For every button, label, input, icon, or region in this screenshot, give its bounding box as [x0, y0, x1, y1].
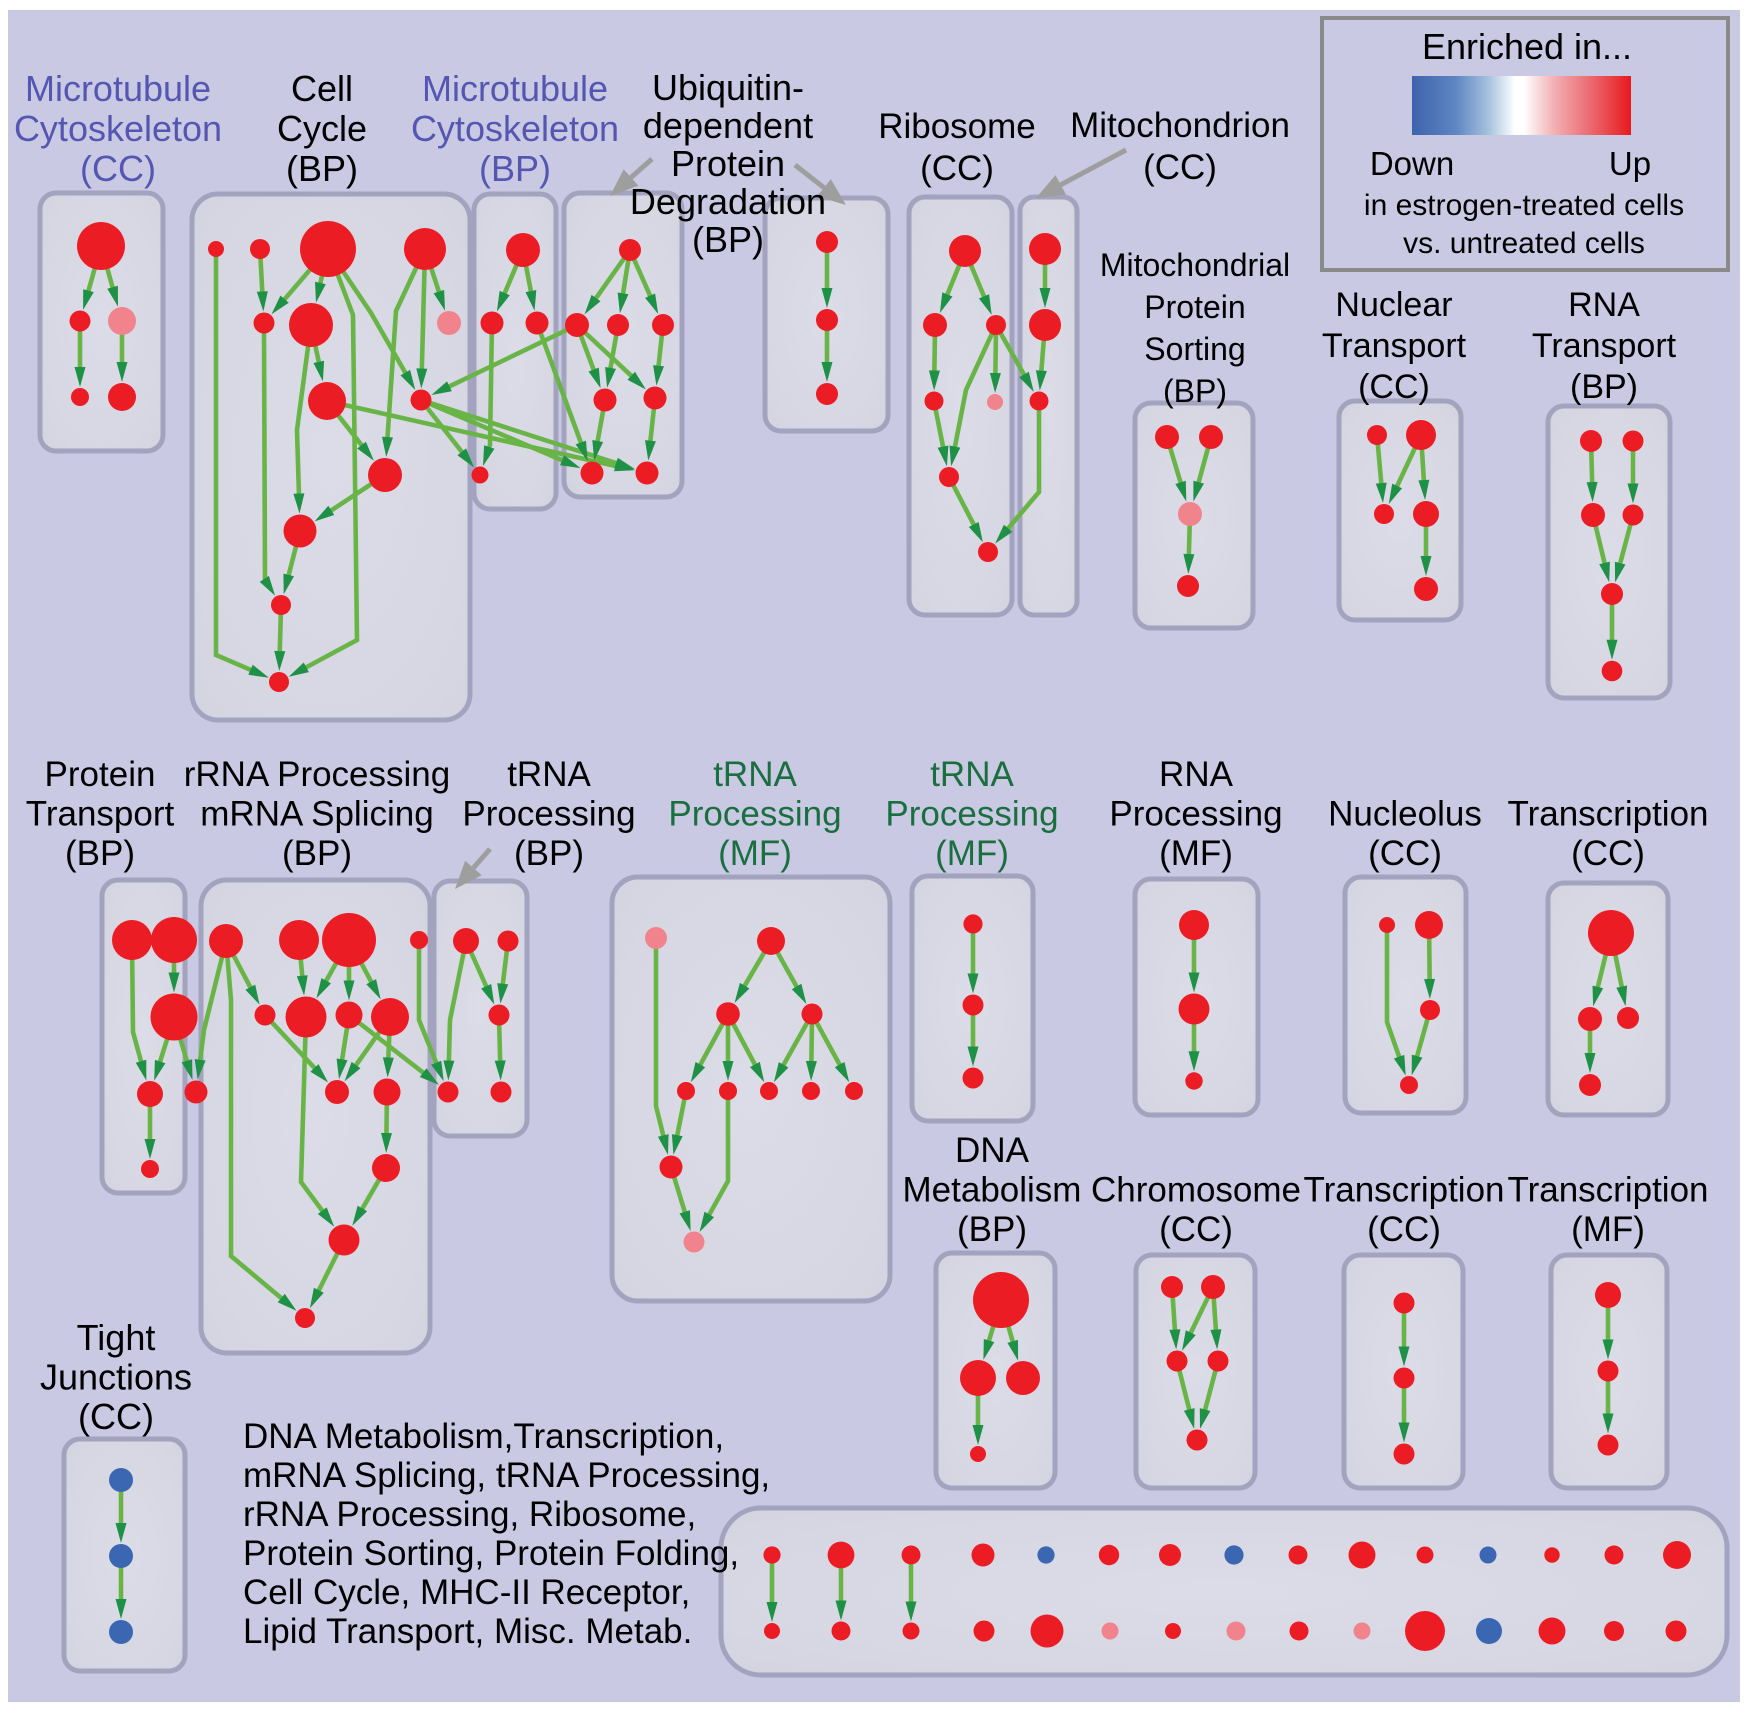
- svg-text:Ubiquitin-: Ubiquitin-: [652, 67, 804, 108]
- svg-text:Transport: Transport: [1532, 327, 1677, 365]
- svg-text:tRNA: tRNA: [713, 755, 797, 794]
- svg-text:Mitochondrion: Mitochondrion: [1070, 106, 1290, 145]
- svg-text:Down: Down: [1370, 145, 1454, 182]
- svg-text:DNA Metabolism,Transcription,: DNA Metabolism,Transcription,: [243, 1417, 724, 1456]
- svg-text:Cell: Cell: [291, 68, 353, 109]
- svg-text:(CC): (CC): [1571, 834, 1645, 873]
- svg-text:(CC): (CC): [920, 149, 994, 188]
- svg-text:Transcription: Transcription: [1508, 795, 1709, 834]
- svg-text:Transcription: Transcription: [1508, 1171, 1709, 1210]
- svg-text:Up: Up: [1609, 145, 1651, 182]
- svg-text:Microtubule: Microtubule: [25, 68, 211, 109]
- svg-text:(BP): (BP): [514, 834, 584, 873]
- svg-text:Tight: Tight: [77, 1317, 156, 1358]
- svg-text:(BP): (BP): [692, 219, 764, 260]
- svg-text:Ribosome: Ribosome: [878, 107, 1036, 146]
- svg-text:tRNA: tRNA: [507, 755, 591, 794]
- svg-text:(MF): (MF): [718, 834, 792, 873]
- svg-text:(CC): (CC): [1159, 1210, 1233, 1249]
- svg-text:(CC): (CC): [1368, 834, 1442, 873]
- svg-text:(BP): (BP): [1570, 368, 1638, 406]
- svg-text:Protein: Protein: [45, 755, 156, 794]
- svg-text:(BP): (BP): [957, 1210, 1027, 1249]
- svg-text:Transport: Transport: [26, 795, 175, 834]
- svg-text:vs. untreated cells: vs. untreated cells: [1403, 227, 1645, 260]
- svg-text:rRNA Processing, Ribosome,: rRNA Processing, Ribosome,: [243, 1495, 696, 1534]
- svg-text:DNA: DNA: [955, 1131, 1030, 1170]
- svg-text:Cell Cycle, MHC-II Receptor,: Cell Cycle, MHC-II Receptor,: [243, 1573, 690, 1612]
- svg-text:Processing: Processing: [462, 795, 635, 834]
- svg-text:Enriched in...: Enriched in...: [1422, 26, 1632, 67]
- svg-text:RNA: RNA: [1159, 755, 1234, 794]
- svg-text:(CC): (CC): [1367, 1210, 1441, 1249]
- svg-text:Sorting: Sorting: [1144, 331, 1245, 367]
- svg-text:dependent: dependent: [643, 105, 813, 146]
- svg-text:Junctions: Junctions: [40, 1357, 192, 1398]
- svg-text:mRNA Splicing: mRNA Splicing: [200, 795, 433, 834]
- svg-text:Processing: Processing: [1109, 795, 1282, 834]
- svg-text:(BP): (BP): [65, 834, 135, 873]
- svg-text:(MF): (MF): [1159, 834, 1233, 873]
- svg-text:(MF): (MF): [1571, 1210, 1645, 1249]
- svg-text:Metabolism: Metabolism: [903, 1171, 1082, 1210]
- svg-text:Processing: Processing: [668, 795, 841, 834]
- svg-text:rRNA Processing: rRNA Processing: [184, 755, 450, 794]
- svg-text:Nucleolus: Nucleolus: [1328, 795, 1482, 834]
- svg-text:(CC): (CC): [1143, 148, 1217, 187]
- svg-text:(BP): (BP): [286, 148, 358, 189]
- svg-text:Nuclear: Nuclear: [1335, 286, 1452, 324]
- svg-text:Processing: Processing: [885, 795, 1058, 834]
- svg-text:(CC): (CC): [80, 148, 156, 189]
- svg-text:Cytoskeleton: Cytoskeleton: [411, 108, 619, 149]
- svg-text:Protein Sorting, Protein Foldi: Protein Sorting, Protein Folding,: [243, 1534, 739, 1573]
- svg-text:Microtubule: Microtubule: [422, 68, 608, 109]
- svg-text:(BP): (BP): [282, 834, 352, 873]
- svg-text:tRNA: tRNA: [930, 755, 1014, 794]
- svg-text:RNA: RNA: [1568, 286, 1640, 324]
- svg-text:Cytoskeleton: Cytoskeleton: [14, 108, 222, 149]
- svg-text:Protein: Protein: [671, 143, 785, 184]
- svg-text:mRNA Splicing, tRNA Processing: mRNA Splicing, tRNA Processing,: [243, 1456, 770, 1495]
- svg-text:(CC): (CC): [1358, 368, 1430, 406]
- svg-text:(BP): (BP): [479, 148, 551, 189]
- svg-text:Mitochondrial: Mitochondrial: [1100, 247, 1290, 283]
- svg-text:(CC): (CC): [78, 1396, 154, 1437]
- svg-text:Degradation: Degradation: [630, 181, 826, 222]
- svg-text:Transport: Transport: [1322, 327, 1467, 365]
- svg-text:(BP): (BP): [1163, 373, 1227, 409]
- svg-text:in estrogen-treated cells: in estrogen-treated cells: [1364, 189, 1684, 222]
- svg-text:Chromosome: Chromosome: [1091, 1171, 1301, 1210]
- svg-text:(MF): (MF): [935, 834, 1009, 873]
- svg-text:Cycle: Cycle: [277, 108, 367, 149]
- svg-text:Transcription: Transcription: [1304, 1171, 1505, 1210]
- svg-text:Lipid Transport, Misc. Metab.: Lipid Transport, Misc. Metab.: [243, 1612, 692, 1651]
- svg-text:Protein: Protein: [1144, 289, 1245, 325]
